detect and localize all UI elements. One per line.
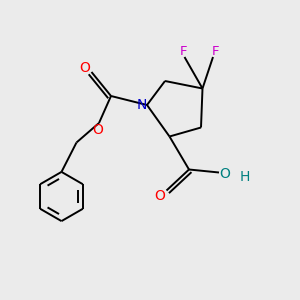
Text: N: N (136, 98, 147, 112)
Text: F: F (179, 45, 187, 58)
Text: O: O (80, 61, 90, 74)
Text: F: F (212, 45, 220, 58)
Text: H: H (239, 170, 250, 184)
Text: O: O (220, 167, 230, 181)
Text: O: O (154, 189, 165, 203)
Text: O: O (92, 123, 103, 136)
